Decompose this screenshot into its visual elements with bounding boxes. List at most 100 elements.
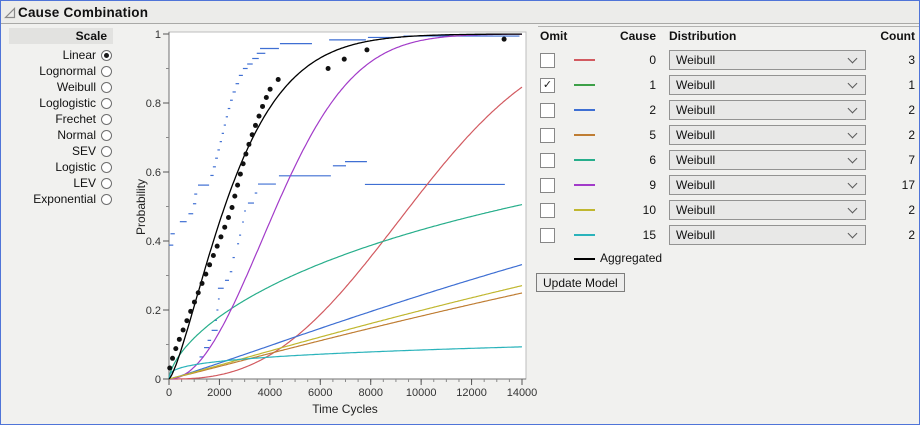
scale-option-lev[interactable]: LEV	[1, 175, 117, 191]
count-value: 2	[908, 203, 915, 217]
cause-10-curve[interactable]	[168, 285, 523, 380]
nonparametric-point[interactable]	[240, 161, 246, 167]
scale-option-frechet[interactable]: Frechet	[1, 111, 117, 127]
nonparametric-point[interactable]	[501, 36, 507, 42]
nonparametric-point[interactable]	[252, 122, 258, 128]
nonparametric-point[interactable]	[199, 280, 205, 286]
cause-row-5: 5 Weibull 2	[538, 123, 919, 148]
cause-15-curve[interactable]	[168, 346, 523, 380]
checkmark-icon: ✓	[542, 79, 553, 91]
omit-checkbox[interactable]	[540, 153, 555, 168]
distribution-select[interactable]: Weibull	[669, 175, 866, 195]
nonparametric-point[interactable]	[184, 318, 190, 324]
nonparametric-point[interactable]	[243, 151, 249, 157]
distribution-select[interactable]: Weibull	[669, 75, 866, 95]
nonparametric-point[interactable]	[256, 113, 262, 119]
scale-option-weibull[interactable]: Weibull	[1, 79, 117, 95]
aggregated-curve[interactable]	[168, 33, 522, 380]
x-tick-label: 8000	[358, 387, 382, 399]
omit-checkbox[interactable]	[540, 128, 555, 143]
omit-checkbox[interactable]	[540, 228, 555, 243]
update-model-button[interactable]: Update Model	[536, 273, 625, 292]
probability-plot[interactable]: 0 0.2 0.4 0.6 0.8 1 0 2000 4000 6000 8000 10000 1200…	[129, 27, 539, 423]
scale-option-loglogistic[interactable]: Loglogistic	[1, 95, 117, 111]
distribution-select[interactable]: Weibull	[669, 150, 866, 170]
nonparametric-point[interactable]	[191, 299, 197, 305]
cause-5-curve[interactable]	[168, 292, 523, 380]
nonparametric-point[interactable]	[275, 77, 281, 83]
nonparametric-point[interactable]	[214, 243, 220, 249]
nonparametric-point[interactable]	[167, 365, 173, 371]
y-tick-label: 0.4	[146, 236, 161, 248]
scale-option-linear[interactable]: Linear	[1, 47, 117, 63]
radio-button[interactable]	[101, 97, 112, 109]
cause-table: Omit Cause Distribution Count 0 Weibull 3 ✓…	[538, 26, 919, 272]
nonparametric-point[interactable]	[246, 141, 252, 147]
omit-checkbox[interactable]	[540, 103, 555, 118]
nonparametric-point[interactable]	[341, 56, 347, 62]
scale-option-exponential[interactable]: Exponential	[1, 191, 117, 207]
radio-button[interactable]	[101, 161, 112, 173]
section-title: Cause Combination	[18, 4, 149, 20]
nonparametric-point[interactable]	[226, 215, 232, 221]
radio-button[interactable]	[101, 129, 112, 141]
nonparametric-point[interactable]	[325, 66, 331, 71]
nonparametric-point[interactable]	[207, 262, 213, 268]
nonparametric-point[interactable]	[170, 355, 176, 361]
radio-button[interactable]	[101, 177, 112, 189]
nonparametric-point[interactable]	[260, 103, 266, 109]
radio-button[interactable]	[101, 193, 112, 205]
nonparametric-point[interactable]	[222, 224, 228, 230]
nonparametric-point[interactable]	[210, 252, 216, 258]
nonparametric-point[interactable]	[235, 182, 241, 188]
nonparametric-point[interactable]	[229, 205, 235, 211]
nonparametric-point[interactable]	[203, 271, 209, 277]
disclosure-triangle-icon[interactable]	[4, 6, 16, 19]
count-value: 2	[908, 128, 915, 142]
radio-button[interactable]	[101, 145, 112, 157]
distribution-selected-value: Weibull	[676, 228, 716, 242]
cause-line-swatch	[574, 184, 595, 186]
radio-button[interactable]	[101, 81, 112, 93]
count-value: 7	[908, 153, 915, 167]
scale-option-lognormal[interactable]: Lognormal	[1, 63, 117, 79]
nonparametric-point[interactable]	[249, 132, 255, 138]
nonparametric-point[interactable]	[188, 308, 194, 314]
chevron-down-icon	[847, 228, 858, 239]
distribution-select[interactable]: Weibull	[669, 50, 866, 70]
omit-checkbox-checked[interactable]: ✓	[540, 78, 555, 93]
radio-button-selected[interactable]	[101, 49, 112, 61]
cause-line-swatch	[574, 134, 595, 136]
cause-6-curve[interactable]	[168, 204, 523, 380]
nonparametric-point[interactable]	[180, 327, 186, 333]
nonparametric-point[interactable]	[267, 86, 273, 92]
distribution-select[interactable]: Weibull	[669, 100, 866, 120]
scale-option-logistic[interactable]: Logistic	[1, 159, 117, 175]
scale-option-sev[interactable]: SEV	[1, 143, 117, 159]
nonparametric-point[interactable]	[176, 336, 182, 342]
cause-line-swatch	[574, 109, 595, 111]
nonparametric-point[interactable]	[232, 193, 238, 199]
scale-option-normal[interactable]: Normal	[1, 127, 117, 143]
cause-row-2: 2 Weibull 2	[538, 98, 919, 123]
distribution-select[interactable]: Weibull	[669, 200, 866, 220]
omit-checkbox[interactable]	[540, 53, 555, 68]
nonparametric-point[interactable]	[173, 346, 179, 352]
cause-9-curve[interactable]	[169, 33, 522, 380]
radio-button[interactable]	[101, 113, 112, 125]
plot-frame	[168, 31, 527, 380]
nonparametric-point[interactable]	[263, 94, 269, 100]
distribution-selected-value: Weibull	[676, 128, 716, 142]
omit-checkbox[interactable]	[540, 203, 555, 218]
distribution-select[interactable]: Weibull	[669, 125, 866, 145]
cause-0-curve[interactable]	[169, 86, 523, 380]
nonparametric-point[interactable]	[364, 47, 370, 53]
cause-row-0: 0 Weibull 3	[538, 48, 919, 73]
radio-button[interactable]	[101, 65, 112, 77]
x-tick-label: 0	[166, 387, 172, 399]
distribution-select[interactable]: Weibull	[669, 225, 866, 245]
nonparametric-point[interactable]	[218, 234, 224, 240]
nonparametric-point[interactable]	[237, 171, 243, 177]
nonparametric-point[interactable]	[195, 290, 201, 296]
omit-checkbox[interactable]	[540, 178, 555, 193]
